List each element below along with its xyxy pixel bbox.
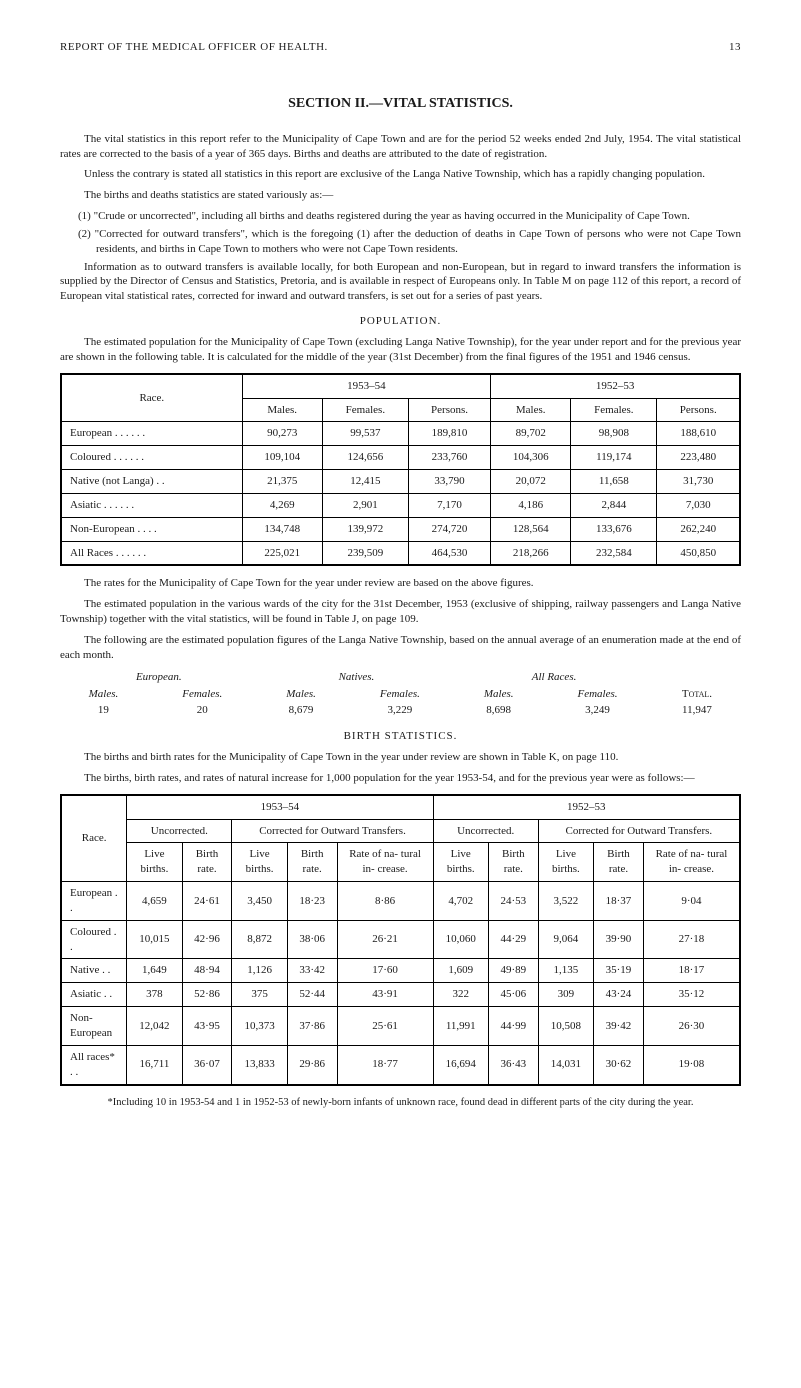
col-females: Females. xyxy=(571,398,657,422)
para-10: The births, birth rates, and rates of na… xyxy=(60,771,741,786)
list-item-2: (2) "Corrected for outward transfers", w… xyxy=(60,227,741,257)
col-uncorrected: Uncorrected. xyxy=(433,819,538,843)
table-row: Native (not Langa) . . 21,37512,41533,79… xyxy=(61,470,740,494)
col-males: Males. xyxy=(242,398,322,422)
table-row: All Races . . . . . . 225,021239,509464,… xyxy=(61,541,740,565)
table-row: All races* . . 16,71136·07 13,83329·8618… xyxy=(61,1045,740,1084)
table-row: Non-European . . . . 134,748139,972274,7… xyxy=(61,517,740,541)
table-row: Coloured . . 10,01542·96 8,87238·0626·21… xyxy=(61,920,740,959)
col-males: Males. xyxy=(491,398,571,422)
para-1: The vital statistics in this report refe… xyxy=(60,132,741,162)
table-row: Non- European 12,04243·95 10,37337·8625·… xyxy=(61,1007,740,1046)
col-corrected: Corrected for Outward Transfers. xyxy=(538,819,740,843)
col-corrected: Corrected for Outward Transfers. xyxy=(232,819,433,843)
list-item-1: (1) "Crude or uncorrected", including al… xyxy=(60,209,741,224)
table-row: Asiatic . . . . . . 4,2692,9017,170 4,18… xyxy=(61,493,740,517)
para-5: The estimated population for the Municip… xyxy=(60,335,741,365)
col-persons: Persons. xyxy=(408,398,490,422)
birth-table: Race. 1953–54 1952–53 Uncorrected. Corre… xyxy=(60,794,741,1086)
col-race: Race. xyxy=(61,374,242,422)
para-4: Information as to outward transfers is a… xyxy=(60,260,741,305)
col-race: Race. xyxy=(61,795,127,882)
para-9: The births and birth rates for the Munic… xyxy=(60,750,741,765)
running-head: REPORT OF THE MEDICAL OFFICER OF HEALTH.… xyxy=(60,40,741,55)
table-row: Coloured . . . . . . 109,104124,656233,7… xyxy=(61,446,740,470)
col-year-2: 1952–53 xyxy=(491,374,740,398)
table-row: European . . 4,65924·61 3,45018·238·86 4… xyxy=(61,882,740,921)
langa-inline-table: European. Natives. All Races. Males. Fem… xyxy=(60,669,741,720)
col-uncorrected: Uncorrected. xyxy=(127,819,232,843)
header-title: REPORT OF THE MEDICAL OFFICER OF HEALTH. xyxy=(60,40,328,55)
col-persons: Persons. xyxy=(657,398,740,422)
population-caption: POPULATION. xyxy=(60,314,741,329)
table-row: European . . . . . . 90,27399,537189,810… xyxy=(61,422,740,446)
birth-caption: BIRTH STATISTICS. xyxy=(60,729,741,744)
para-8: The following are the estimated populati… xyxy=(60,633,741,663)
para-3: The births and deaths statistics are sta… xyxy=(60,188,741,203)
population-table: Race. 1953–54 1952–53 Males. Females. Pe… xyxy=(60,373,741,567)
para-6: The rates for the Municipality of Cape T… xyxy=(60,576,741,591)
col-year-1: 1953–54 xyxy=(127,795,433,819)
para-2: Unless the contrary is stated all statis… xyxy=(60,167,741,182)
page-number: 13 xyxy=(729,40,741,55)
footnote: *Including 10 in 1953-54 and 1 in 1952-5… xyxy=(60,1096,741,1110)
table-row: Asiatic . . 37852·86 37552·4443·91 32245… xyxy=(61,983,740,1007)
section-title: SECTION II.—VITAL STATISTICS. xyxy=(60,95,741,114)
col-females: Females. xyxy=(322,398,408,422)
table-row: Native . . 1,64948·94 1,12633·4217·60 1,… xyxy=(61,959,740,983)
col-year-1: 1953–54 xyxy=(242,374,490,398)
col-year-2: 1952–53 xyxy=(433,795,740,819)
para-7: The estimated population in the various … xyxy=(60,597,741,627)
